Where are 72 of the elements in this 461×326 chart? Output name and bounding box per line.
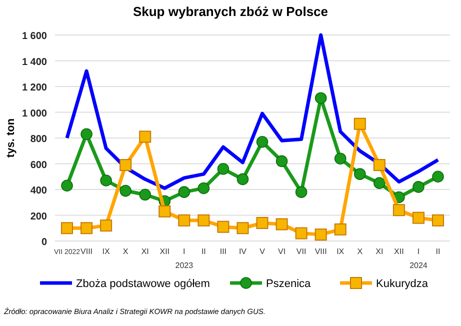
x-tick-label: VI: [278, 247, 286, 256]
y-axis-title: tys. ton: [5, 118, 17, 158]
x-tick-label: IX: [336, 247, 345, 256]
point: [412, 212, 424, 224]
point: [354, 168, 366, 180]
chart-title: Skup wybranych zbóż w Polsce: [132, 4, 328, 19]
point: [80, 128, 92, 140]
x-tick-label: VIII: [80, 247, 93, 256]
x-tick-label: III: [220, 247, 227, 256]
point: [412, 181, 424, 193]
y-tick-label: 1 400: [22, 56, 48, 68]
point: [80, 222, 93, 234]
point: [236, 222, 249, 234]
x-tick-label: XII: [394, 247, 404, 256]
point: [236, 173, 249, 186]
point: [314, 228, 327, 241]
point: [178, 214, 190, 226]
point: [120, 159, 132, 172]
point: [198, 182, 210, 194]
x-tick-label: XII: [160, 247, 170, 256]
y-tick-label: 400: [30, 186, 48, 196]
x-tick-label: II: [436, 247, 440, 256]
point: [256, 136, 268, 148]
x-tick-label: XI: [376, 247, 384, 256]
x-tick-label: V: [260, 247, 266, 256]
point: [100, 220, 112, 232]
point: [432, 214, 444, 226]
point: [295, 186, 308, 198]
point: [432, 170, 444, 183]
point: [374, 177, 386, 189]
point: [178, 186, 190, 198]
point: [334, 152, 346, 164]
y-tick-label: 600: [30, 160, 48, 171]
point: [61, 180, 73, 192]
point: [198, 214, 210, 226]
line-series: [65, 33, 440, 190]
legend-label: Pszenica: [266, 278, 312, 290]
x-tick-label: IX: [102, 247, 110, 256]
point: [61, 222, 73, 234]
legend-label: Zboża podstawowe ogółem: [76, 278, 210, 290]
x-tick-label: II: [201, 247, 206, 256]
y-tick-label: 1 600: [22, 31, 48, 42]
point: [276, 155, 288, 168]
point: [139, 130, 152, 143]
x-tick-label: VIII: [314, 247, 327, 256]
y-tick-label: 1 000: [22, 108, 48, 120]
point: [276, 218, 288, 230]
x-tick-label: I 2024: [410, 247, 428, 270]
x-tick-label: I 2023: [175, 247, 194, 270]
y-tick-label: 200: [30, 211, 48, 222]
point: [139, 188, 152, 201]
point: [217, 163, 230, 175]
point: [334, 223, 346, 236]
point: [217, 220, 230, 233]
x-tick-label: X: [357, 247, 364, 256]
x-tick-label: IV: [238, 247, 248, 256]
x-tick-label: VII: [296, 247, 306, 256]
y-tick-label: 1 200: [22, 82, 48, 94]
y-tick-label: 800: [30, 134, 48, 145]
x-tick-label: X: [122, 247, 129, 256]
legend-label: Kukurydza: [376, 278, 429, 290]
point: [314, 92, 327, 104]
y-tick-label: 0: [41, 237, 48, 248]
point: [158, 205, 171, 218]
point: [354, 118, 366, 130]
point: [295, 227, 308, 240]
point: [392, 204, 405, 216]
point: [373, 159, 386, 172]
point: [256, 216, 268, 229]
point: [100, 174, 112, 186]
x-tick-label: XI: [141, 247, 149, 256]
point: [120, 184, 132, 197]
